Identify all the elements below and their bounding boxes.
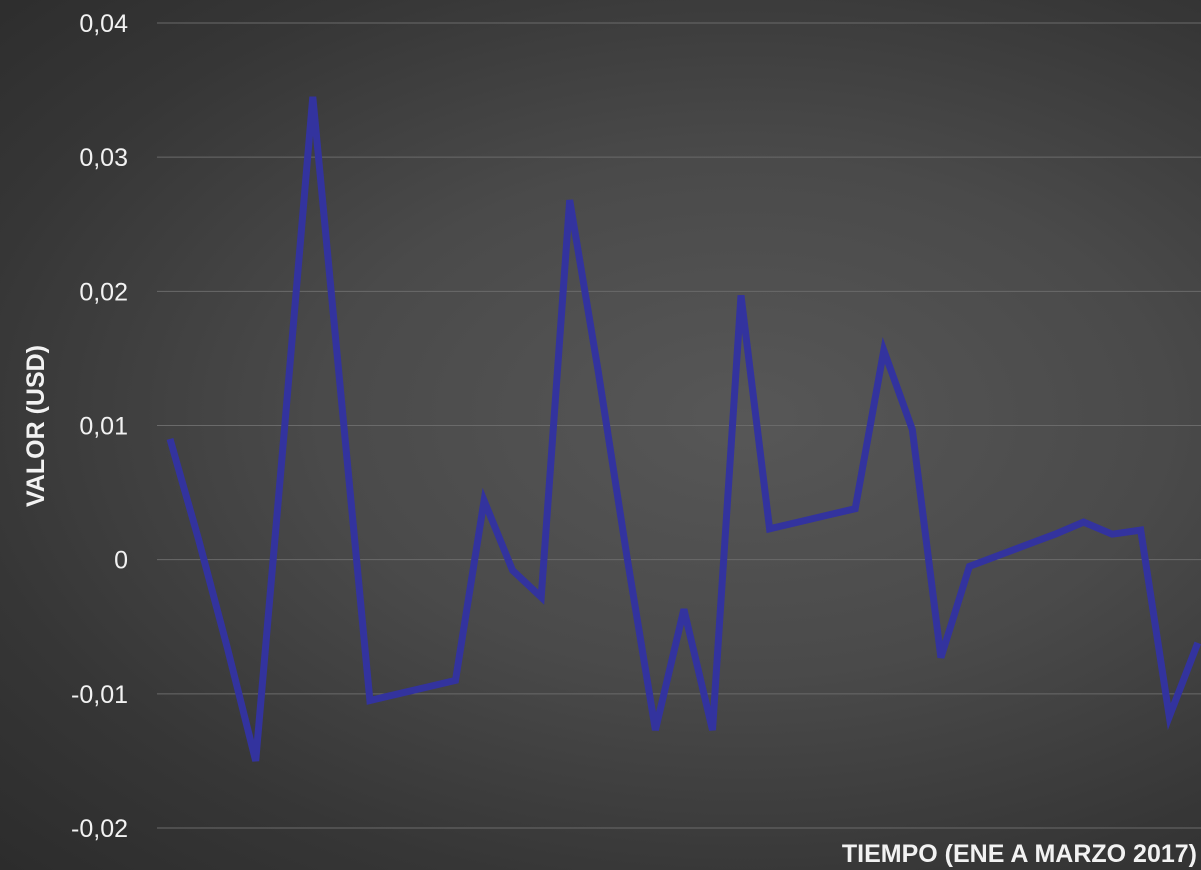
series-layer <box>166 96 1201 762</box>
y-tick-label: -0,02 <box>71 815 128 843</box>
y-axis-ticks: -0,02 -0,01 0 0,01 0,02 0,03 0,04 <box>71 10 128 843</box>
gridlines <box>157 22 1201 829</box>
y-tick-label: -0,01 <box>71 681 128 709</box>
y-axis-title: VALOR (USD) <box>22 345 50 507</box>
y-tick-label: 0 <box>114 547 128 575</box>
y-tick-label: 0,02 <box>79 278 128 306</box>
x-axis-title: TIEMPO (ENE A MARZO 2017) <box>842 840 1197 868</box>
y-tick-label: 0,03 <box>79 144 128 172</box>
data-points <box>169 96 1198 761</box>
y-tick-label: 0,01 <box>79 413 128 441</box>
series-line <box>166 96 1201 762</box>
y-tick-label: 0,04 <box>79 10 128 38</box>
